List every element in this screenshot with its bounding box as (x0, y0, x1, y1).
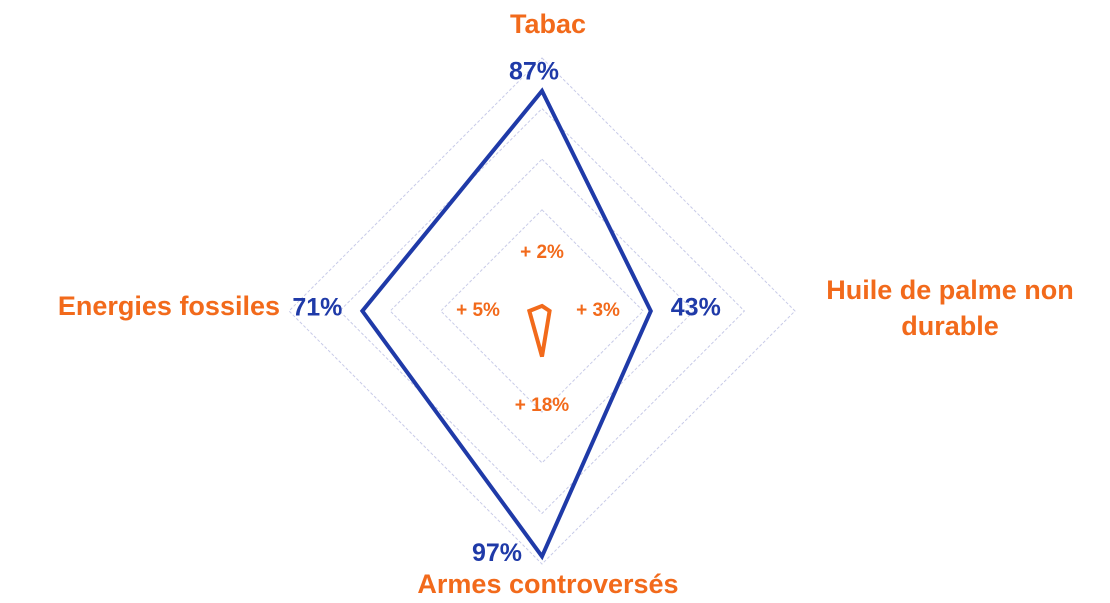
category-label: Tabac (510, 9, 586, 39)
grid-ring (338, 107, 746, 515)
value-label: 87% (509, 57, 559, 85)
value-label: 71% (292, 294, 342, 322)
grid-ring (440, 209, 644, 413)
grid-ring (389, 158, 695, 464)
value-label: 97% (472, 539, 522, 567)
value-label: + 5% (456, 300, 500, 321)
category-label: Armes controversés (417, 569, 678, 599)
series-line (526, 303, 552, 358)
category-label: Energies fossiles (58, 291, 280, 321)
grid-ring (288, 57, 796, 565)
value-label: + 18% (515, 395, 570, 416)
value-label: + 2% (520, 242, 564, 263)
category-label: Huile de palme non durable (826, 275, 1074, 341)
value-label: 43% (671, 294, 721, 322)
value-label: + 3% (576, 300, 620, 321)
series-line (359, 87, 653, 561)
